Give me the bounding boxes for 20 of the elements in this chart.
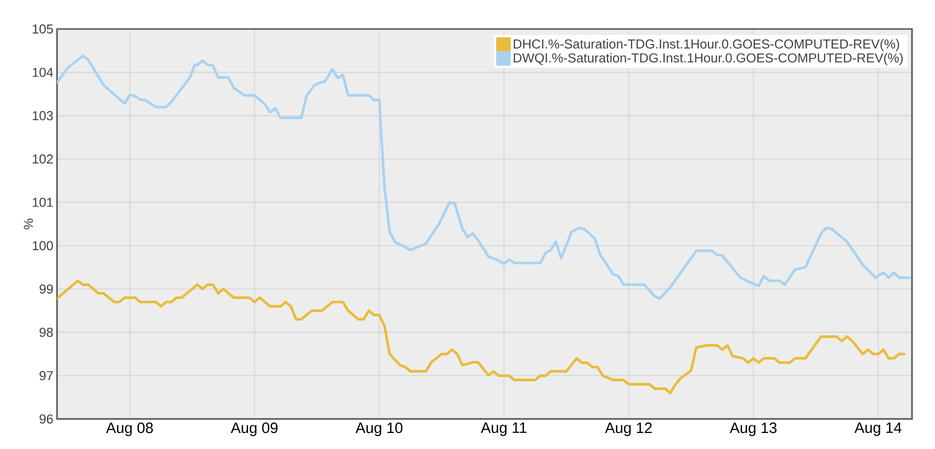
y-tick-label: 101 bbox=[32, 198, 53, 207]
y-tick-label: 104 bbox=[32, 68, 54, 77]
legend-label: DWQI.%-Saturation-TDG.Inst.1Hour.0.GOES-COMPUTED-REV(%) bbox=[514, 52, 903, 66]
y-tick-label: 97 bbox=[40, 371, 53, 380]
x-tick-label: Aug 13 bbox=[730, 422, 777, 436]
x-tick-label: Aug 14 bbox=[854, 422, 902, 436]
y-tick-label: 98 bbox=[40, 328, 53, 337]
x-tick-label: Aug 12 bbox=[604, 422, 652, 436]
y-tick-label: 100 bbox=[32, 241, 53, 250]
x-tick-label: Aug 09 bbox=[230, 422, 278, 436]
x-tick-label: Aug 11 bbox=[480, 422, 526, 436]
legend-label: DHCI.%-Saturation-TDG.Inst.1Hour.0.GOES-COMPUTED-REV(%) bbox=[514, 39, 900, 52]
y-axis-title: % bbox=[24, 218, 33, 230]
y-tick-label: 102 bbox=[32, 154, 53, 164]
x-tick-label: Aug 10 bbox=[356, 422, 402, 436]
y-tick-label: 103 bbox=[32, 111, 53, 120]
y-tick-label: 99 bbox=[40, 284, 53, 294]
x-tick-label: Aug 08 bbox=[106, 422, 153, 436]
y-tick-label: 96 bbox=[40, 414, 53, 424]
y-tick-label: 105 bbox=[32, 24, 53, 34]
